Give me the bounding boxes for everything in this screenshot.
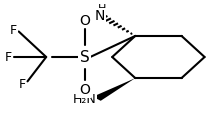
- Text: O: O: [79, 14, 90, 28]
- Text: H₂N: H₂N: [73, 92, 97, 105]
- Text: O: O: [79, 83, 90, 97]
- Text: F: F: [10, 23, 17, 36]
- Text: F: F: [18, 78, 26, 90]
- Text: S: S: [80, 50, 90, 65]
- Polygon shape: [93, 78, 135, 101]
- Text: F: F: [5, 51, 12, 64]
- Text: N: N: [95, 9, 105, 23]
- Text: H: H: [98, 4, 106, 14]
